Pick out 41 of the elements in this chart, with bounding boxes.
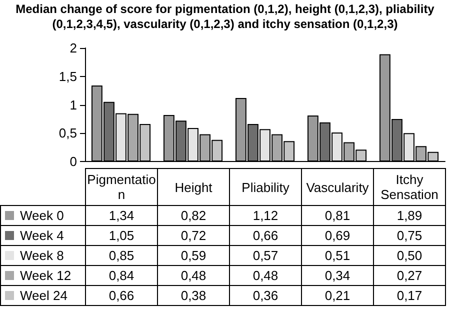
legend-label: Week 4 — [0, 226, 86, 246]
data-label: 1,12 — [230, 206, 302, 226]
data-label: 0,36 — [230, 286, 302, 306]
legend-label: Week 8 — [0, 246, 86, 266]
legend-label: Week 0 — [0, 206, 86, 226]
data-label: 0,59 — [158, 246, 230, 266]
data-label: 0,50 — [374, 246, 446, 266]
data-label: 0,17 — [374, 286, 446, 306]
x-tick-label: Vascularity — [302, 168, 374, 206]
data-label: 0,57 — [230, 246, 302, 266]
data-label: 0,34 — [302, 266, 374, 286]
data-label: 0,66 — [86, 286, 158, 306]
data-label: 0,82 — [158, 206, 230, 226]
y-tick-label: 1 — [70, 97, 77, 112]
x-tick-label: Itchy Sensation — [374, 168, 446, 206]
y-tick-label: 2 — [70, 40, 77, 56]
data-label: 1,34 — [86, 206, 158, 226]
y-tick-label: 0,5 — [58, 126, 77, 141]
data-label: 0,84 — [86, 266, 158, 286]
data-label: 0,51 — [302, 246, 374, 266]
data-label: 0,27 — [374, 266, 446, 286]
data-label: 1,89 — [374, 206, 446, 226]
data-label: 0,75 — [374, 226, 446, 246]
data-label: 0,85 — [86, 246, 158, 266]
data-label: 0,48 — [158, 266, 230, 286]
data-label: 1,05 — [86, 226, 158, 246]
y-tick-label: 0 — [70, 154, 77, 169]
x-tick-label: Height — [158, 168, 230, 206]
legend-label: Weel 24 — [0, 286, 86, 306]
data-label: 0,81 — [302, 206, 374, 226]
data-label: 0,66 — [230, 226, 302, 246]
data-label: 0,72 — [158, 226, 230, 246]
chart-title: Median change of score for pigmentation (0,1,2), height (0,1,2,3), pliability (0,1,2,3,4,5), vascularity (0,1,2,3) and itchy sensation (0,1,2,3) — [14, 1, 436, 33]
data-label: 0,38 — [158, 286, 230, 306]
data-label: 0,21 — [302, 286, 374, 306]
legend-label: Week 12 — [0, 266, 86, 286]
data-label: 0,48 — [230, 266, 302, 286]
y-tick-label: 1,5 — [58, 68, 77, 84]
x-tick-label: Pliability — [230, 168, 302, 206]
data-label: 0,69 — [302, 226, 374, 246]
x-tick-label: Pigmentation — [86, 168, 158, 206]
